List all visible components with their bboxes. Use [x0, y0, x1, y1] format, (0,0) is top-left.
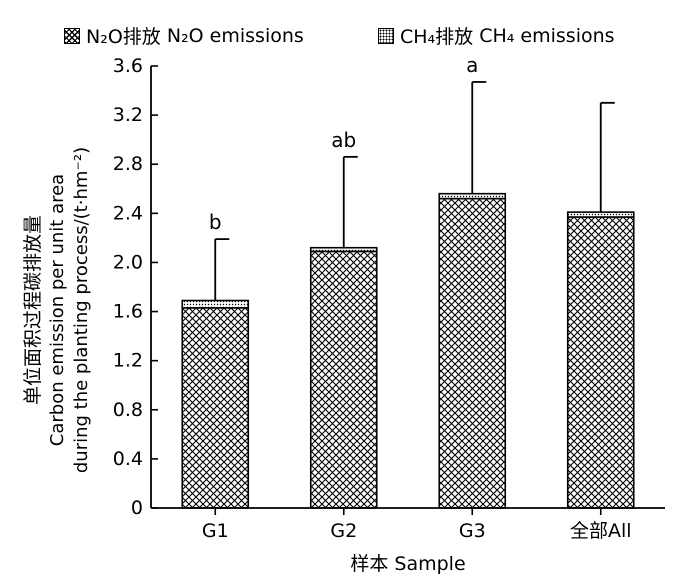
x-axis-label: 样本 Sample — [350, 553, 465, 575]
bar-ch4-1 — [181, 299, 250, 309]
x-tick-label-2: G2 — [330, 520, 357, 542]
bar-n2o-4 — [566, 216, 635, 509]
significance-label-1: b — [209, 210, 222, 234]
y-tick-label-9: 3.6 — [113, 55, 143, 77]
legend-swatch-n2o — [64, 27, 80, 44]
y-tick-label-5: 2.0 — [113, 251, 143, 273]
significance-labels: b ab a — [209, 53, 478, 234]
legend-item-n2o: N₂O排放 N₂O emissions — [64, 22, 304, 49]
x-tick-label-4: 全部All — [570, 520, 632, 542]
bar-ch4-2 — [309, 246, 378, 253]
y-tick-label-7: 2.8 — [113, 153, 143, 175]
x-tick-label-1: G1 — [202, 520, 229, 542]
x-tick-label-3: G3 — [459, 520, 486, 542]
bar-ch4-3 — [438, 192, 507, 200]
significance-label-3: a — [466, 53, 478, 77]
axes: G1 G2 G3 全部All 0 0.4 0.8 1.2 1.6 2.0 2.4 2.8 3.2 3.6 — [113, 55, 665, 542]
y-tick-label-3: 1.2 — [113, 350, 143, 372]
significance-label-2: ab — [331, 128, 356, 152]
legend-swatch-ch4 — [378, 27, 394, 44]
legend-item-ch4: CH₄排放 CH₄ emissions — [378, 22, 615, 49]
y-axis-label-cn: 单位面积过程碳排放量 — [22, 215, 44, 405]
y-tick-label-1: 0.4 — [113, 448, 143, 470]
bar-n2o-3 — [438, 197, 507, 509]
error-bars-layer — [214, 81, 615, 301]
bar-ch4-4 — [566, 211, 635, 218]
y-tick-label-0: 0 — [131, 497, 143, 519]
bars-layer — [181, 192, 635, 509]
y-tick-label-4: 1.6 — [113, 301, 143, 323]
y-axis-label-en-line1: Carbon emission per unit area — [47, 174, 68, 446]
bar-n2o-1 — [181, 307, 250, 509]
y-tick-label-2: 0.8 — [113, 399, 143, 421]
bar-n2o-2 — [309, 250, 378, 509]
legend-label-ch4-en: CH₄ emissions — [479, 24, 615, 47]
legend: N₂O排放 N₂O emissions CH₄排放 CH₄ emissions — [0, 22, 680, 49]
legend-label-n2o-cn: N₂O排放 — [86, 26, 161, 48]
y-axis-label-en-line2: during the planting process/(t·hm⁻²) — [71, 147, 92, 473]
legend-label-n2o-en: N₂O emissions — [166, 24, 304, 47]
y-tick-label-8: 3.2 — [113, 104, 143, 126]
y-tick-label-6: 2.4 — [113, 202, 143, 224]
legend-label-ch4-cn: CH₄排放 — [400, 26, 474, 48]
